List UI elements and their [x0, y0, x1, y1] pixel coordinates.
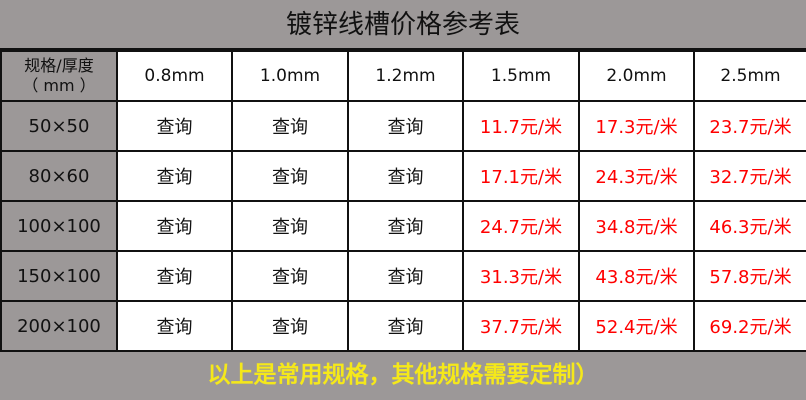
price-cell: 24.3元/米: [578, 150, 695, 202]
thickness-header: 2.5mm: [693, 50, 806, 102]
table-row: 50×50 查询 查询 查询 11.7元/米 17.3元/米 23.7元/米: [0, 100, 806, 152]
query-cell: 查询: [231, 300, 349, 352]
price-cell: 37.7元/米: [462, 300, 580, 352]
price-cell: 69.2元/米: [693, 300, 806, 352]
query-cell: 查询: [116, 100, 233, 152]
thickness-header: 2.0mm: [578, 50, 695, 102]
spec-label: 150×100: [0, 250, 118, 302]
price-cell: 46.3元/米: [693, 200, 806, 252]
corner-label-line2: （ mm ）: [22, 76, 96, 95]
header-row: 规格/厚度 （ mm ） 0.8mm 1.0mm 1.2mm 1.5mm 2.0mm 2.…: [0, 50, 806, 102]
query-cell: 查询: [347, 200, 464, 252]
price-cell: 43.8元/米: [578, 250, 695, 302]
price-cell: 52.4元/米: [578, 300, 695, 352]
spec-label: 200×100: [0, 300, 118, 352]
price-cell: 34.8元/米: [578, 200, 695, 252]
thickness-header: 1.0mm: [231, 50, 349, 102]
price-cell: 31.3元/米: [462, 250, 580, 302]
price-cell: 23.7元/米: [693, 100, 806, 152]
query-cell: 查询: [116, 300, 233, 352]
query-cell: 查询: [116, 200, 233, 252]
thickness-header: 1.2mm: [347, 50, 464, 102]
query-cell: 查询: [231, 200, 349, 252]
price-cell: 17.1元/米: [462, 150, 580, 202]
table-row: 150×100 查询 查询 查询 31.3元/米 43.8元/米 57.8元/米: [0, 250, 806, 302]
query-cell: 查询: [116, 250, 233, 302]
corner-header: 规格/厚度 （ mm ）: [0, 50, 118, 102]
price-cell: 32.7元/米: [693, 150, 806, 202]
price-cell: 11.7元/米: [462, 100, 580, 152]
price-table: 规格/厚度 （ mm ） 0.8mm 1.0mm 1.2mm 1.5mm 2.0mm 2.…: [0, 50, 806, 352]
query-cell: 查询: [231, 150, 349, 202]
footer-note: 以上是常用规格，其他规格需要定制）: [207, 362, 599, 388]
corner-label-line1: 规格/厚度: [24, 56, 94, 75]
query-cell: 查询: [347, 100, 464, 152]
query-cell: 查询: [231, 250, 349, 302]
spec-label: 100×100: [0, 200, 118, 252]
table-row: 100×100 查询 查询 查询 24.7元/米 34.8元/米 46.3元/米: [0, 200, 806, 252]
query-cell: 查询: [347, 150, 464, 202]
query-cell: 查询: [116, 150, 233, 202]
price-cell: 57.8元/米: [693, 250, 806, 302]
query-cell: 查询: [347, 300, 464, 352]
price-cell: 17.3元/米: [578, 100, 695, 152]
thickness-header: 0.8mm: [116, 50, 233, 102]
table-row: 80×60 查询 查询 查询 17.1元/米 24.3元/米 32.7元/米: [0, 150, 806, 202]
table-title: 镀锌线槽价格参考表: [0, 0, 806, 50]
price-cell: 24.7元/米: [462, 200, 580, 252]
thickness-header: 1.5mm: [462, 50, 580, 102]
spec-label: 50×50: [0, 100, 118, 152]
query-cell: 查询: [231, 100, 349, 152]
spec-label: 80×60: [0, 150, 118, 202]
table-row: 200×100 查询 查询 查询 37.7元/米 52.4元/米 69.2元/米: [0, 300, 806, 352]
query-cell: 查询: [347, 250, 464, 302]
